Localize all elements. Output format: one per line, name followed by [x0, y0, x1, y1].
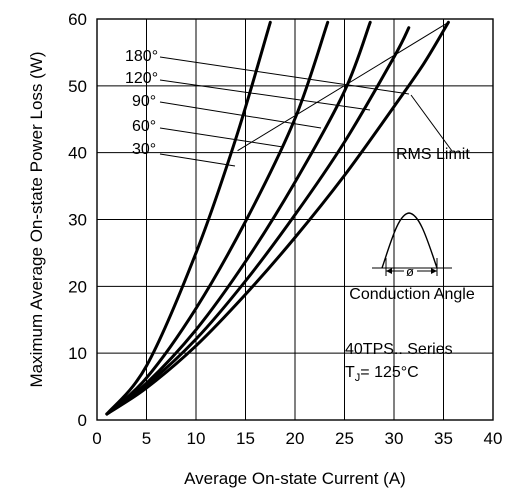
series-curves [105, 20, 450, 416]
y-tick-label: 10 [68, 344, 87, 363]
rms-limit: RMS Limit [237, 21, 470, 163]
series-label: 120° [125, 70, 158, 87]
series-curve [105, 26, 411, 416]
series-label: 60° [132, 118, 156, 135]
inset-arrow-left-head [386, 268, 392, 274]
x-tick-label: 20 [286, 429, 305, 448]
y-tick-label: 30 [68, 211, 87, 230]
junction-temp-label: TJ= 125°C [345, 364, 419, 384]
x-tick-labels: 0 5 10 15 20 25 30 35 40 [92, 429, 502, 448]
series-leader-line [159, 79, 371, 111]
conduction-angle-inset: ø Conduction Angle [349, 212, 475, 303]
series-leader-line [159, 153, 236, 167]
x-tick-label: 35 [434, 429, 453, 448]
series-curve [105, 20, 272, 416]
device-series-label: 40TPS.. Series [345, 341, 453, 358]
temp-prefix: T [345, 364, 355, 381]
plot-frame [96, 18, 494, 421]
legend-leader-lines: 180° 120° 90° 60° 30° [125, 48, 410, 167]
series-curve [105, 20, 372, 416]
x-tick-label: 0 [92, 429, 101, 448]
series-leader-line [159, 56, 410, 95]
y-tick-label: 0 [78, 411, 87, 430]
x-tick-label: 15 [236, 429, 255, 448]
rms-leader-line [410, 94, 453, 152]
temp-value: = 125°C [360, 364, 418, 381]
y-tick-label: 60 [68, 10, 87, 29]
x-axis-title: Average On-state Current (A) [184, 469, 406, 488]
inset-half-sine [381, 212, 438, 269]
grid [97, 19, 493, 420]
y-tick-labels: 0 10 20 30 40 50 60 [68, 10, 87, 430]
series-label: 30° [132, 141, 156, 158]
inset-arrow-right-head [431, 268, 437, 274]
y-tick-label: 40 [68, 144, 87, 163]
series-label: 90° [132, 93, 156, 110]
x-tick-label: 10 [187, 429, 206, 448]
y-tick-label: 50 [68, 77, 87, 96]
x-tick-label: 40 [484, 429, 503, 448]
rms-limit-line [237, 21, 449, 152]
temp-subscript: J [355, 372, 361, 384]
x-tick-label: 30 [385, 429, 404, 448]
series-label: 180° [125, 48, 158, 65]
y-tick-label: 20 [68, 277, 87, 296]
series-leader-line [159, 127, 284, 148]
conduction-angle-label: Conduction Angle [349, 286, 475, 303]
x-tick-label: 25 [335, 429, 354, 448]
inset-angle-symbol: ø [406, 264, 414, 279]
series-curve [105, 20, 450, 416]
series-curve [105, 20, 330, 416]
x-tick-label: 5 [142, 429, 151, 448]
rms-limit-label: RMS Limit [396, 146, 470, 163]
y-axis-title: Maximum Average On-state Power Loss (W) [27, 51, 46, 387]
